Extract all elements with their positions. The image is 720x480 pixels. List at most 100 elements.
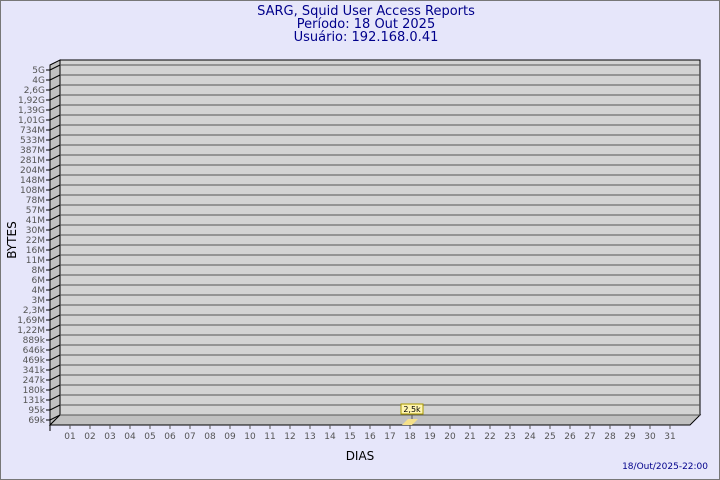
side-grid-line [49,344,61,351]
side-grid-line [49,254,61,261]
side-grid-line [49,354,61,361]
bar-day-18 [402,419,418,425]
y-tick-label: 78M [26,196,45,206]
x-tick-label: 28 [604,432,616,442]
y-tick-label: 57M [26,206,45,216]
y-tick-label: 889k [23,336,46,346]
side-grid-line [49,204,61,211]
x-tick-label: 04 [124,432,136,442]
y-tick-label: 281M [20,156,45,166]
side-grid-line [49,304,61,311]
side-grid-line [49,394,61,401]
side-grid-line [49,294,61,301]
y-tick-label: 22M [26,236,45,246]
y-tick-label: 95k [28,406,45,416]
y-tick-label: 131k [23,396,46,406]
x-tick-label: 02 [84,432,95,442]
side-grid-line [49,414,61,421]
side-grid-line [49,64,61,71]
x-tick-label: 19 [424,432,436,442]
x-tick-label: 11 [264,432,275,442]
floor [48,414,702,426]
x-tick-label: 05 [144,432,155,442]
side-grid-line [49,124,61,131]
y-tick-label: 204M [20,166,45,176]
y-tick-label: 108M [20,186,45,196]
x-tick-label: 31 [664,432,675,442]
y-tick-label: 30M [26,226,45,236]
x-tick-label: 08 [204,432,216,442]
x-tick-label: 10 [244,432,256,442]
side-grid-line [49,264,61,271]
side-grid-line [49,224,61,231]
side-grid-line [49,114,61,121]
x-tick-label: 22 [484,432,495,442]
back-wall [59,59,701,416]
x-tick-label: 13 [304,432,315,442]
x-tick-label: 30 [644,432,656,442]
y-tick-label: 1,22M [17,326,45,336]
y-tick-label: 533M [20,136,45,146]
y-tick-label: 734M [20,126,45,136]
x-tick-label: 06 [164,432,176,442]
x-tick-label: 16 [364,432,376,442]
side-grid-line [49,194,61,201]
x-tick-label: 21 [464,432,475,442]
x-tick-label: 07 [184,432,195,442]
y-tick-label: 41M [26,216,45,226]
side-grid-line [49,364,61,371]
y-tick-label: 387M [20,146,45,156]
title-line-3: Usuário: 192.168.0.41 [294,30,439,45]
y-tick-label: 8M [32,266,46,276]
y-tick-label: 148M [20,176,45,186]
y-tick-label: 341k [23,366,46,376]
x-tick-label: 25 [544,432,555,442]
x-axis-label: DIAS [346,449,375,463]
y-tick-label: 11M [26,256,45,266]
y-tick-label: 1,01G [18,116,45,126]
x-tick-label: 29 [624,432,636,442]
y-tick-label: 16M [26,246,45,256]
side-grid-line [49,284,61,291]
x-tick-label: 18 [404,432,416,442]
y-tick-label: 2,3M [23,306,45,316]
x-tick-label: 24 [524,432,536,442]
side-grid-line [49,234,61,241]
y-tick-label: 1,39G [18,106,45,116]
x-tick-label: 20 [444,432,456,442]
y-tick-label: 2,6G [24,86,45,96]
side-grid-line [49,384,61,391]
x-tick-label: 03 [104,432,115,442]
title-line-2: Período: 18 Out 2025 [297,17,435,32]
x-tick-label: 14 [324,432,336,442]
y-tick-label: 247k [23,376,46,386]
y-tick-label: 469k [23,356,46,366]
x-tick-label: 26 [564,432,576,442]
side-grid-line [49,324,61,331]
x-tick-label: 09 [224,432,236,442]
side-grid-line [49,404,61,411]
y-tick-label: 1,92G [18,96,45,106]
y-tick-label: 646k [23,346,46,356]
side-grid-line [49,314,61,321]
y-tick-label: 180k [23,386,46,396]
side-grid-line [49,244,61,251]
side-grid-line [49,374,61,381]
plot-area: 5G4G2,6G1,92G1,39G1,01G734M533M387M281M2… [17,59,702,442]
side-grid-line [49,84,61,91]
y-tick-label: 1,69M [17,316,45,326]
side-grid-line [49,94,61,101]
y-tick-label: 3M [32,296,46,306]
side-grid-line [49,184,61,191]
side-grid-line [49,134,61,141]
timestamp: 18/Out/2025-22:00 [622,462,708,472]
side-grid-line [49,274,61,281]
x-tick-label: 17 [384,432,395,442]
side-grid-line [49,334,61,341]
side-grid-line [49,174,61,181]
side-grid-line [49,144,61,151]
y-axis-label: BYTES [5,221,19,258]
y-tick-label: 5G [32,66,45,76]
side-grid-line [49,154,61,161]
